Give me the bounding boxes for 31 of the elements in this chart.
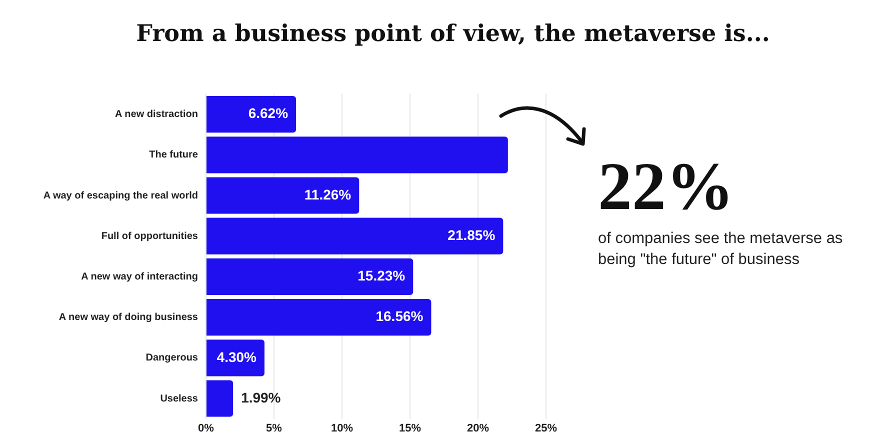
y-tick-label: A way of escaping the real world (43, 190, 198, 202)
bar (206, 218, 504, 254)
bar (206, 96, 296, 133)
bar (206, 299, 432, 336)
x-tick-label: 20% (466, 422, 490, 434)
chart-title: From a business point of view, the metaverse is... (135, 20, 771, 47)
x-tick-label: 25% (534, 422, 558, 434)
y-tick-label: Dangerous (146, 352, 198, 364)
x-tick-label: 5% (266, 422, 282, 434)
text: of companies see the metaverse as being "the future" of business (598, 229, 844, 270)
y-tick-label: A new way of interacting (81, 271, 198, 282)
data-label: 1.99% (241, 389, 282, 406)
x-tick-label: 15% (398, 422, 422, 434)
data-label: 15.23% (358, 268, 406, 284)
data-label: 6.62% (248, 105, 289, 122)
x-tick-label: 0% (198, 422, 214, 434)
y-tick-label: Full of opportunities (101, 230, 198, 242)
bar (206, 136, 508, 174)
bar (206, 177, 360, 214)
bar (206, 380, 234, 417)
x-tick-label: 10% (330, 422, 354, 434)
text: 22% (598, 148, 734, 224)
y-tick-label: A new distraction (115, 109, 198, 120)
bar (206, 258, 414, 296)
y-tick-label: The future (149, 150, 198, 161)
data-label: 11.26% (304, 186, 352, 202)
data-label: 4.30% (216, 348, 258, 365)
data-label: 16.56% (376, 308, 424, 324)
y-tick-label: Useless (160, 393, 198, 404)
y-tick-label: A new way of doing business (58, 312, 198, 324)
data-label: 21.85% (448, 226, 496, 243)
